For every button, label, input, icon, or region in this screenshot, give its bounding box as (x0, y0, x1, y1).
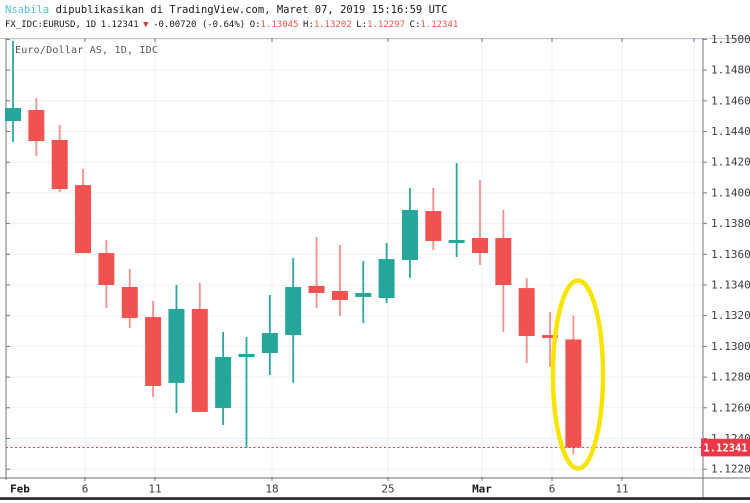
high-value: H: 1.13202 (302, 20, 352, 30)
down-triangle-icon: ▼ (143, 20, 149, 30)
published-text: dipublikasikan di TradingView.com, Maret… (55, 4, 448, 16)
svg-text:1.14200: 1.14200 (711, 156, 750, 169)
price-axis[interactable]: 1.15000 1.14800 1.14600 1.14400 1.14200 1.140… (6, 33, 750, 496)
svg-text:1.14600: 1.14600 (711, 94, 750, 107)
last-price: 1.12341 (100, 20, 139, 30)
svg-text:Feb: Feb (10, 483, 30, 496)
price-change: -0.00720 (-0.64%) (153, 20, 246, 30)
svg-text:6: 6 (82, 483, 89, 496)
highlight-ellipse (550, 278, 606, 471)
chart-legend[interactable]: Euro/Dollar AS, 1D, IDC (15, 45, 159, 56)
published-line: Nsabila dipublikasikan di TradingView.co… (5, 3, 745, 17)
candles (5, 40, 582, 455)
svg-text:11: 11 (615, 483, 628, 496)
svg-text:1.13800: 1.13800 (711, 217, 750, 230)
current-price-badge: 1.12341 (701, 438, 750, 457)
svg-text:1.14400: 1.14400 (711, 125, 750, 138)
low-value: L: 1.12297 (356, 20, 406, 30)
chart-frame (0, 38, 750, 500)
current-price-line: 1.12341 (6, 278, 750, 471)
svg-text:1.12600: 1.12600 (711, 401, 750, 414)
grid (6, 38, 703, 477)
svg-text:1.13400: 1.13400 (711, 279, 750, 292)
svg-text:1.12200: 1.12200 (711, 463, 750, 476)
symbol-name: FX_IDC:EURUSD, (5, 20, 81, 30)
svg-text:1.12800: 1.12800 (711, 371, 750, 384)
svg-text:11: 11 (148, 483, 161, 496)
svg-text:25: 25 (381, 483, 394, 496)
svg-text:1.13600: 1.13600 (711, 248, 750, 261)
svg-text:Mar: Mar (472, 483, 492, 496)
svg-text:6: 6 (549, 483, 556, 496)
open-value: O: 1.13045 (249, 20, 299, 30)
svg-text:1.14800: 1.14800 (711, 64, 750, 77)
author-name: Nsabila (5, 4, 50, 16)
svg-text:1.13000: 1.13000 (711, 340, 750, 353)
svg-text:1.13200: 1.13200 (711, 309, 750, 322)
close-value: C: 1.12341 (409, 20, 459, 30)
svg-text:1.14000: 1.14000 (711, 186, 750, 199)
svg-text:1.12341: 1.12341 (703, 442, 747, 454)
symbol-info-line: FX_IDC:EURUSD, 1D 1.12341 ▼ -0.00720 (-0… (5, 19, 745, 32)
svg-text:1.15000: 1.15000 (711, 33, 750, 46)
svg-text:18: 18 (265, 483, 278, 496)
snapshot-header: Nsabila dipublikasikan di TradingView.co… (5, 3, 745, 32)
interval-label: 1D (85, 20, 97, 30)
